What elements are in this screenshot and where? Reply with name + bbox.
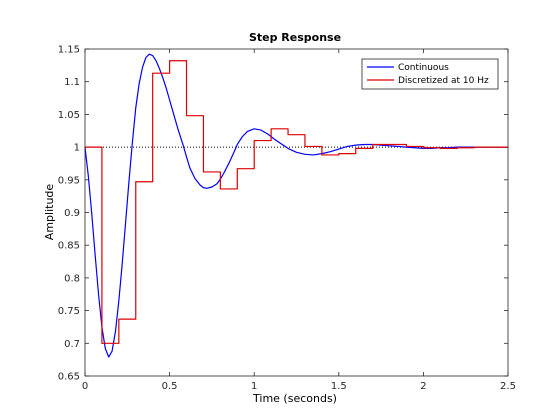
legend-label-discretized: Discretized at 10 Hz [398, 76, 489, 86]
x-tick-label: 2.5 [500, 381, 516, 392]
y-tick-label: 0.7 [64, 339, 80, 350]
legend: Continuous Discretized at 10 Hz [361, 58, 499, 90]
x-tick-label: 0 [82, 381, 88, 392]
y-tick-label: 1.05 [58, 110, 80, 121]
x-axis-label: Time (seconds) [252, 392, 337, 405]
y-tick-label: 0.8 [64, 273, 80, 284]
y-tick-label: 0.85 [58, 241, 80, 252]
y-tick-label: 0.9 [64, 208, 80, 219]
y-tick-label: 0.95 [58, 175, 80, 186]
y-tick-label: 1.15 [58, 45, 80, 56]
y-tick-label: 1.1 [64, 77, 80, 88]
y-tick-label: 0.75 [58, 306, 80, 317]
y-axis-label: Amplitude [43, 184, 56, 241]
legend-box [361, 58, 499, 90]
x-tick-label: 1 [251, 381, 257, 392]
y-tick-label: 0.65 [58, 372, 80, 383]
chart-title: Step Response [249, 31, 341, 44]
series-line-continuous [84, 53, 509, 358]
legend-label-continuous: Continuous [398, 63, 449, 73]
x-tick-label: 2 [420, 381, 426, 392]
x-tick-label: 1.5 [331, 381, 347, 392]
series-line-discretized-at-10-hz [84, 60, 509, 344]
chart-data-layer: 0 0.5 1 1.5 2 2.5 0.65 0.7 0.75 0.8 0.85 0.9 0.95 1 1.… [58, 45, 516, 393]
y-tick-label: 1 [74, 143, 80, 154]
plot-frame [84, 48, 509, 377]
plot-area [85, 49, 508, 376]
x-tick-label: 0.5 [162, 381, 178, 392]
